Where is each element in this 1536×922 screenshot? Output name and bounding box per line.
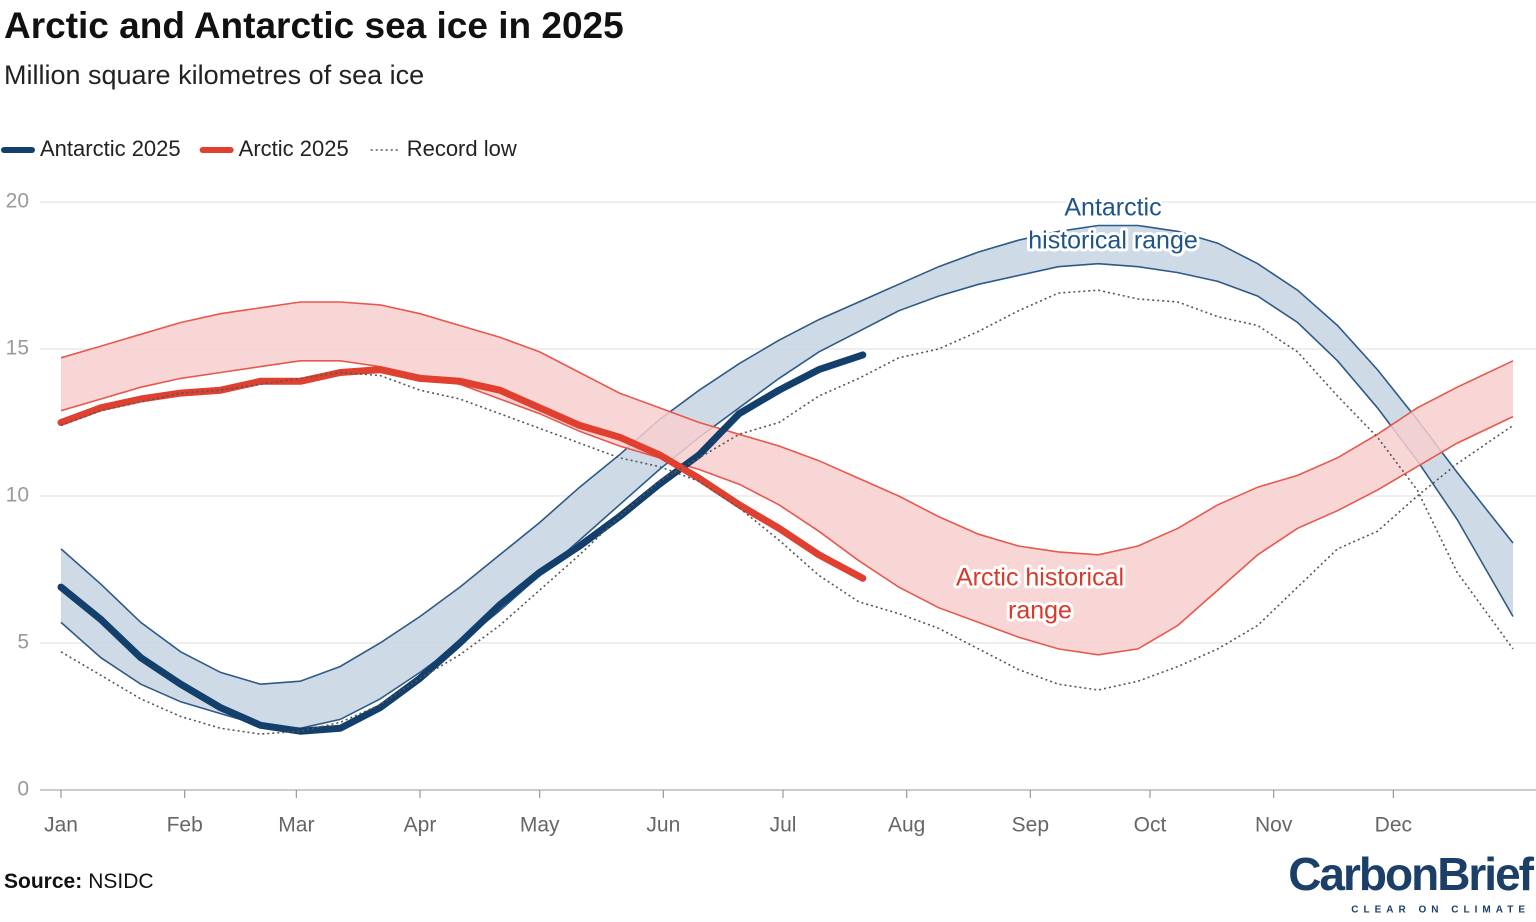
band-upper (60, 224, 1514, 686)
record-low-line (60, 371, 1514, 691)
y-tick-label: 5 (17, 631, 29, 654)
range-band (61, 225, 1513, 729)
x-tick-label: Apr (404, 814, 437, 837)
annotations: Antarctic historical range Arctic historic… (953, 191, 1201, 628)
legend-label: Arctic 2025 (239, 136, 349, 161)
chart-subtitle: Million square kilometres of sea ice (4, 60, 424, 90)
x-tick-label: Oct (1134, 814, 1167, 837)
band-label: Arctic historical (956, 564, 1124, 592)
x-tick-label: Jun (646, 814, 680, 837)
band-label: Antarctic (1064, 194, 1161, 222)
x-tick-label: Nov (1255, 814, 1293, 837)
legend-label: Antarctic 2025 (40, 136, 181, 161)
logo-tagline: CLEAR ON CLIMATE (1351, 905, 1530, 916)
range-band (61, 302, 1513, 655)
record-low-line (60, 289, 1514, 735)
source-label: Source: (4, 870, 82, 893)
x-tick-label: Aug (888, 814, 925, 837)
source-note: Source: NSIDC (4, 870, 154, 893)
x-tick-label: Jul (770, 814, 797, 837)
plot (57, 224, 1514, 735)
chart-title: Arctic and Antarctic sea ice in 2025 (4, 5, 624, 46)
y-tick-label: 0 (17, 778, 29, 801)
band-upper (60, 301, 1514, 556)
x-tick-label: Sep (1012, 814, 1049, 837)
band-label: range (1008, 597, 1072, 625)
series-line (57, 366, 867, 582)
legend: Antarctic 2025 Arctic 2025 Record low (1, 136, 517, 161)
y-tick-label: 10 (6, 484, 29, 507)
band-label: historical range (1028, 227, 1198, 255)
logo: CarbonBrief (1288, 848, 1534, 900)
y-tick-label: 20 (6, 190, 29, 213)
legend-label: Record low (407, 136, 517, 161)
band-lower (60, 360, 1514, 656)
x-tick-label: Feb (167, 814, 203, 837)
x-tick-label: Dec (1375, 814, 1412, 837)
y-tick-label: 15 (6, 337, 29, 360)
source: NSIDC (88, 870, 153, 893)
series-line (57, 351, 867, 735)
x-tick-label: Jan (44, 814, 78, 837)
x-tick-label: May (520, 814, 560, 837)
x-tick-label: Mar (278, 814, 314, 837)
